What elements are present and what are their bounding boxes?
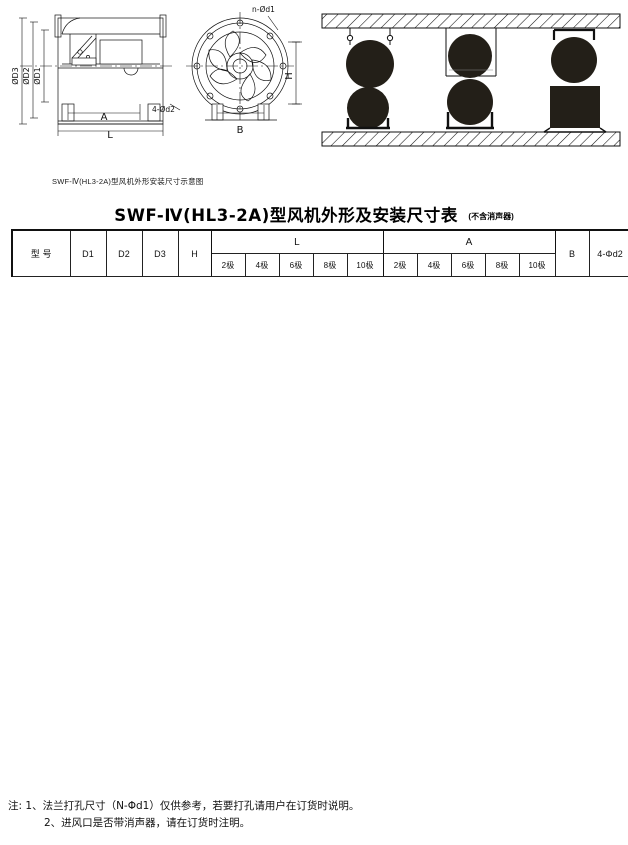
header-row-2: 2极 4极 6极 8极 10极 2极 4极 6极 8极 10极 [12,253,628,277]
label-d2: ØD2 [21,67,31,85]
th-d2: D2 [105,229,143,277]
header-row-1: 型 号 D1 D2 D3 H L A B 4-Φd2 n-Φd1 [11,229,628,277]
th-h: H [177,229,212,277]
th-l-pole-10: 10极 [346,253,384,277]
drawings-section: ØD3 ØD2 ØD1 A L 4-Ød2 [0,0,628,200]
note-line-1: 注: 1、法兰打孔尺寸（N-Φd1）仅供参考，若要打孔请用户在订货时说明。 [8,798,620,815]
label-h: H [284,72,295,80]
th-l-pole-2: 2极 [210,253,246,277]
th-a-pole-8: 8极 [484,253,520,277]
th-group-a: A [382,229,556,254]
th-a-pole-2: 2极 [382,253,418,277]
notes-prefix: 注: [8,800,23,812]
th-b: B [554,229,590,277]
footer-notes: 注: 1、法兰打孔尺寸（N-Φd1）仅供参考，若要打孔请用户在订货时说明。 2、… [8,798,620,832]
note-item-2: 2、进风口是否带消声器，请在订货时注明。 [44,817,251,829]
note-line-2: 2、进风口是否带消声器，请在订货时注明。 [8,815,620,832]
th-a-pole-10: 10极 [518,253,556,277]
page-title: SWF-Ⅳ(HL3-2A)型风机外形及安装尺寸表 [114,206,458,225]
th-l-pole-6: 6极 [278,253,314,277]
table-head: 型 号 D1 D2 D3 H L A B 4-Φd2 n-Φd1 2极 4极 6… [11,229,628,277]
th-group-l: L [210,229,384,254]
note-item-1: 1、法兰打孔尺寸（N-Φd1）仅供参考，若要打孔请用户在订货时说明。 [25,800,360,812]
th-l-pole-4: 4极 [244,253,280,277]
label-d3: ØD3 [10,67,20,85]
fan-outline-svg: ØD3 ØD2 ØD1 A L 4-Ød2 [10,5,302,141]
label-b: B [237,125,244,136]
th-a-pole-6: 6极 [450,253,486,277]
installation-svg [321,13,621,147]
th-d2-holes: 4-Φd2 [588,229,628,277]
dimension-table-wrap: 型 号 D1 D2 D3 H L A B 4-Φd2 n-Φd1 2极 4极 6… [11,229,628,277]
th-l-pole-8: 8极 [312,253,348,277]
label-a: A [101,112,108,123]
left-drawing-caption: SWF-Ⅳ(HL3-2A)型风机外形安装尺寸示意图 [52,177,204,186]
th-a-pole-4: 4极 [416,253,452,277]
label-n-phi-d1: n-Ød1 [252,5,275,14]
th-d3: D3 [141,229,179,277]
title-note: (不含消声器) [468,212,514,221]
th-model: 型 号 [11,229,71,277]
installation-drawing: SWF-Ⅳ(HL3-2A)型风机工程安装建议图 [318,0,628,175]
label-4-phi-d2: 4-Ød2 [152,105,175,114]
fan-outline-drawing: ØD3 ØD2 ØD1 A L 4-Ød2 [0,0,318,186]
dimension-table: 型 号 D1 D2 D3 H L A B 4-Φd2 n-Φd1 2极 4极 6… [11,229,628,277]
label-d1: ØD1 [32,67,42,85]
th-d1: D1 [69,229,107,277]
table-title-bar: SWF-Ⅳ(HL3-2A)型风机外形及安装尺寸表 (不含消声器) [0,202,628,226]
label-l: L [107,130,113,141]
